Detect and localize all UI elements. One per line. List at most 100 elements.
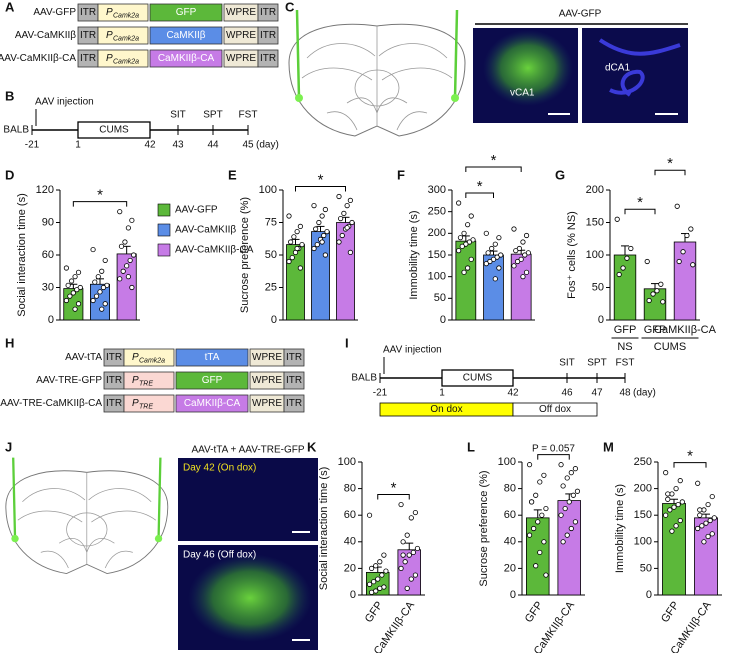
data-point <box>347 249 353 255</box>
day-label: 47 <box>591 388 603 399</box>
gfp-signal <box>188 554 312 642</box>
day-label: 42 <box>507 388 519 399</box>
data-point <box>369 565 375 572</box>
y-tick-label: 60 <box>504 509 516 521</box>
unit-label: (day) <box>633 388 656 399</box>
bar <box>673 241 697 321</box>
data-point <box>541 539 547 545</box>
promoter-label: P <box>106 53 113 64</box>
data-point <box>65 282 71 288</box>
y-tick-label: 40 <box>504 536 516 548</box>
data-point <box>311 245 317 252</box>
data-point <box>566 499 572 505</box>
data-point <box>523 269 530 275</box>
promoter-label: P <box>132 398 139 409</box>
data-point <box>314 242 320 248</box>
panel-label: B <box>5 88 14 103</box>
data-point <box>102 301 108 307</box>
data-point <box>412 572 418 578</box>
data-point <box>131 252 137 258</box>
x-tick-label: GFP <box>523 600 546 625</box>
data-point <box>616 271 622 278</box>
data-point <box>99 306 105 312</box>
data-point <box>628 245 634 252</box>
data-point <box>558 512 564 518</box>
legend-swatch <box>157 243 171 257</box>
data-point <box>291 234 297 240</box>
data-point <box>313 226 319 232</box>
data-point <box>667 507 673 513</box>
itr_end-label: ITR <box>286 352 302 363</box>
day-label: 1 <box>439 388 445 399</box>
bar <box>613 254 637 321</box>
y-tick-label: 250 <box>634 456 652 468</box>
significance-label: * <box>491 152 497 169</box>
data-point <box>457 235 464 241</box>
data-point <box>537 549 543 556</box>
itr_end-box <box>257 3 279 22</box>
y-tick-label: 80 <box>504 483 516 495</box>
y-axis-label: Social interaction time (s) <box>318 467 330 591</box>
data-point <box>124 263 130 269</box>
data-point <box>366 581 373 587</box>
itr_end-label: ITR <box>286 375 302 386</box>
y-tick-label: 100 <box>634 536 652 548</box>
data-point <box>560 483 566 489</box>
day-label: -21 <box>25 140 40 151</box>
stress-box <box>77 121 151 139</box>
data-point <box>377 585 383 591</box>
data-point <box>660 299 666 305</box>
y-tick-label: 0 <box>646 589 652 601</box>
data-point <box>677 478 683 484</box>
y-tick-label: 300 <box>428 184 446 196</box>
data-point <box>496 235 502 241</box>
data-point <box>513 248 519 254</box>
group-label: CUMS <box>654 341 686 353</box>
promoter-subscript: TRE <box>139 380 153 387</box>
y-tick-label: 0 <box>271 314 277 326</box>
data-point <box>558 462 564 468</box>
data-point <box>319 239 325 245</box>
promoter-box <box>97 3 149 22</box>
day-label: 1 <box>75 140 81 151</box>
data-point <box>699 523 705 529</box>
y-axis-label: Immobility time (s) <box>614 484 626 573</box>
data-point <box>459 243 465 249</box>
data-point <box>665 491 671 497</box>
data-point <box>520 274 526 280</box>
promoter-box <box>97 26 149 45</box>
data-point <box>560 539 566 545</box>
data-point <box>669 528 675 534</box>
gene-box <box>175 348 249 367</box>
data-point <box>574 488 581 494</box>
data-point <box>125 274 131 280</box>
day-label: 48 <box>619 388 631 399</box>
itr_end-box <box>257 26 279 45</box>
itr-label: ITR <box>80 7 96 18</box>
gene-box <box>175 371 249 390</box>
itr_end-label: ITR <box>260 53 276 64</box>
panel-label: E <box>228 167 237 182</box>
y-tick-label: 0 <box>598 314 604 326</box>
data-point <box>703 520 709 526</box>
bar <box>311 231 330 321</box>
data-point <box>297 265 303 271</box>
data-point <box>375 576 381 582</box>
test-label: SIT <box>170 110 186 121</box>
data-point <box>465 265 471 271</box>
data-point <box>614 216 620 222</box>
data-point <box>339 232 345 239</box>
micrograph <box>178 458 318 541</box>
data-point <box>709 531 715 537</box>
data-point <box>468 213 474 219</box>
micrograph <box>582 28 688 123</box>
y-axis-label: Sucrose preference (%) <box>239 197 251 313</box>
data-point <box>74 287 80 293</box>
y-axis-label: Immobility time (s) <box>408 210 420 299</box>
promoter-label: P <box>132 375 139 386</box>
data-point <box>697 512 703 518</box>
data-point <box>537 479 543 485</box>
data-point <box>654 288 660 294</box>
significance-bracket <box>465 192 494 198</box>
data-point <box>118 243 125 249</box>
